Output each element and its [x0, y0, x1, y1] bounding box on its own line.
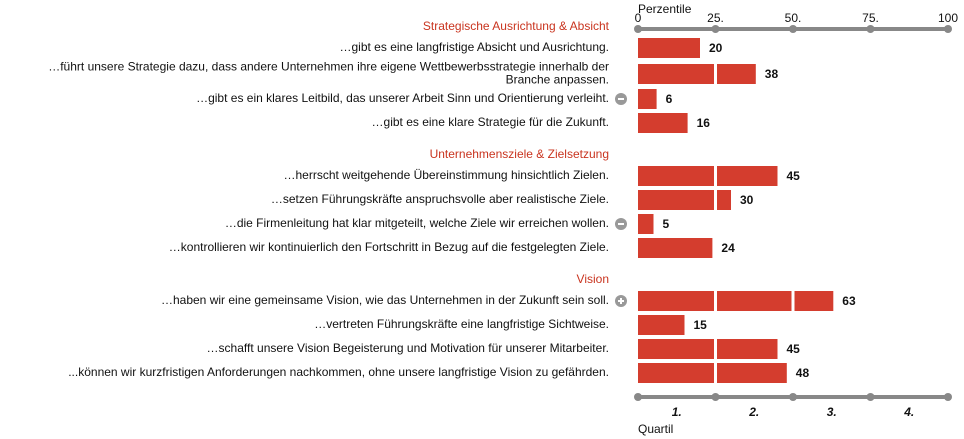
bar — [638, 291, 834, 311]
bar — [638, 315, 685, 335]
top-tick-label: 0 — [635, 11, 642, 25]
row-label: ...können wir kurzfristigen Anforderunge… — [68, 365, 609, 379]
value-label: 30 — [740, 193, 754, 207]
value-label: 6 — [666, 92, 673, 106]
top-tick-label: 25. — [707, 11, 724, 25]
value-label: 45 — [787, 169, 801, 183]
top-tick-label: 75. — [862, 11, 879, 25]
value-label: 45 — [787, 342, 801, 356]
value-label: 38 — [765, 67, 779, 81]
row-label: …vertreten Führungskräfte eine langfrist… — [314, 317, 609, 331]
row-label: …die Firmenleitung hat klar mitgeteilt, … — [225, 216, 609, 230]
value-label: 20 — [709, 41, 723, 55]
quartile-label: 2. — [748, 405, 759, 419]
top-tick — [944, 25, 952, 33]
row-label: …gibt es eine langfristige Absicht und A… — [340, 40, 610, 54]
bar — [638, 89, 657, 109]
top-tick — [634, 25, 642, 33]
value-label: 5 — [663, 217, 670, 231]
bottom-axis-dot — [944, 393, 952, 401]
row-label: …kontrollieren wir kontinuierlich den Fo… — [169, 240, 609, 254]
bar — [638, 214, 654, 234]
top-tick — [866, 25, 875, 33]
value-label: 15 — [694, 318, 708, 332]
row-label: …schafft unsere Vision Begeisterung und … — [207, 341, 609, 355]
group-title: Strategische Ausrichtung & Absicht — [423, 19, 610, 33]
top-axis-label: Perzentile — [638, 2, 692, 16]
top-tick-label: 50. — [785, 11, 802, 25]
bar — [638, 38, 700, 58]
value-label: 16 — [697, 116, 711, 130]
row-label: Branche anpassen. — [506, 73, 609, 87]
bar — [638, 339, 778, 359]
row-label: …gibt es ein klares Leitbild, das unsere… — [196, 91, 609, 105]
group-title: Unternehmensziele & Zielsetzung — [430, 147, 609, 161]
bar — [638, 238, 713, 258]
bottom-axis-label: Quartil — [638, 422, 673, 436]
group-title: Vision — [577, 272, 609, 286]
bottom-axis-dot — [866, 393, 875, 401]
bar — [638, 64, 756, 84]
bottom-axis-dot — [634, 393, 642, 401]
quartile-label: 1. — [672, 405, 682, 419]
value-label: 48 — [796, 366, 810, 380]
top-tick — [789, 25, 797, 33]
bar — [638, 190, 731, 210]
quartile-label: 4. — [903, 405, 914, 419]
row-label: …setzen Führungskräfte anspruchsvolle ab… — [271, 192, 609, 206]
row-label: …führt unsere Strategie dazu, dass ander… — [48, 60, 609, 74]
value-label: 63 — [842, 294, 856, 308]
row-label: …haben wir eine gemeinsame Vision, wie d… — [161, 293, 609, 307]
bar — [638, 363, 787, 383]
bottom-axis-dot — [789, 393, 797, 401]
quartile-label: 3. — [827, 405, 837, 419]
bar — [638, 113, 688, 133]
bottom-axis-dot — [711, 393, 720, 401]
top-tick-label: 100 — [938, 11, 958, 25]
row-label: …herrscht weitgehende Übereinstimmung hi… — [284, 168, 610, 182]
value-label: 24 — [721, 241, 735, 255]
top-tick — [711, 25, 720, 33]
row-label: …gibt es eine klare Strategie für die Zu… — [372, 115, 609, 129]
bar — [638, 166, 778, 186]
